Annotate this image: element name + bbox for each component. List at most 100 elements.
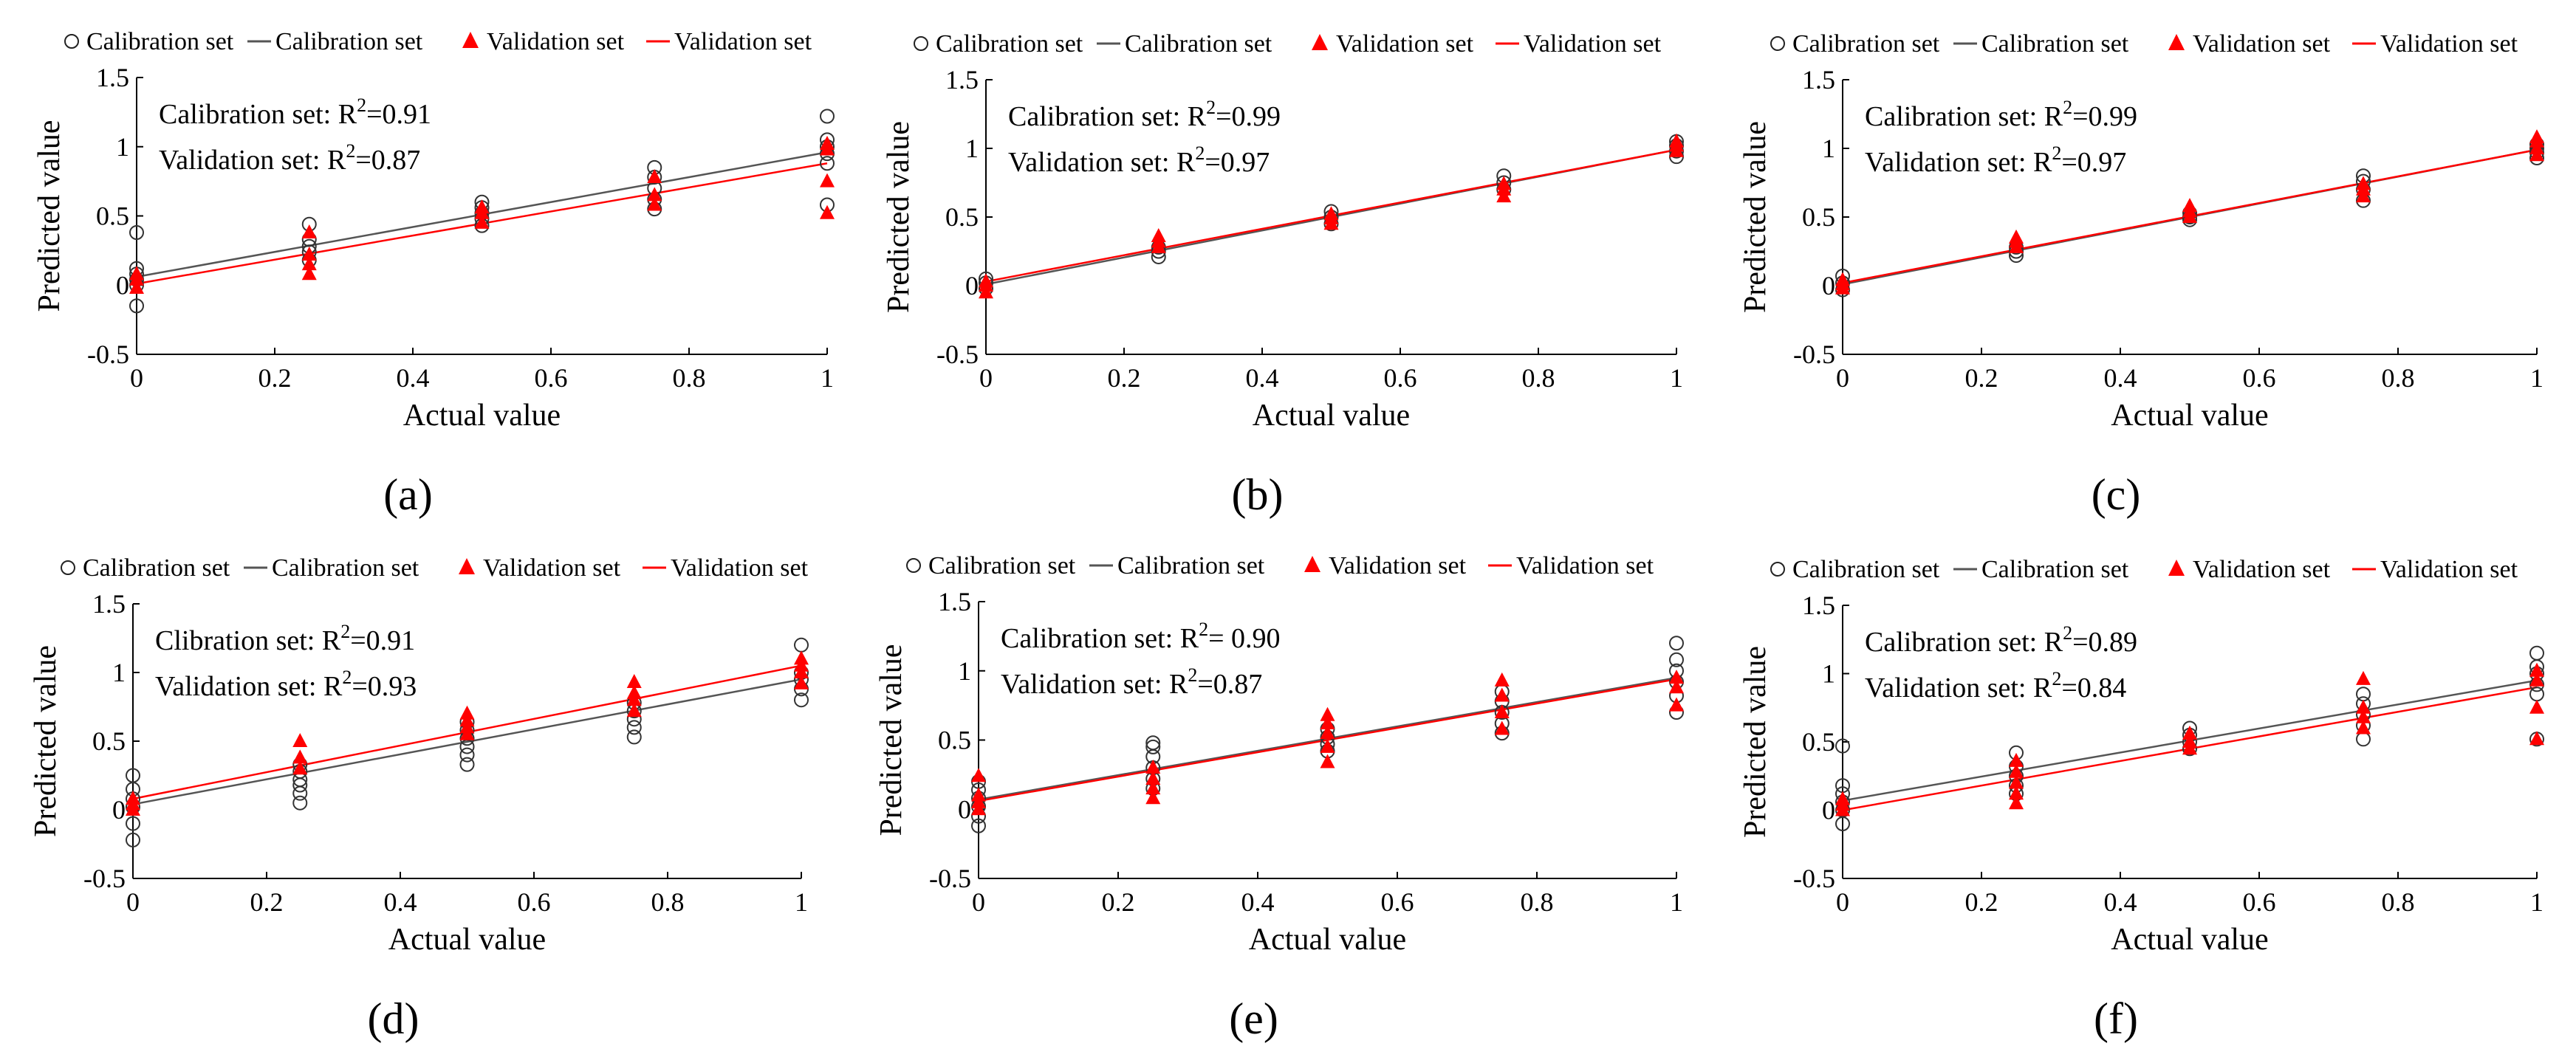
panel-label: (e) (1229, 994, 1278, 1043)
x-tick-label: 0.8 (2382, 363, 2415, 393)
annotation-prefix: Validation set: R (1865, 147, 2052, 178)
r2-annotation: Clibration set: R2=0.91 (155, 621, 415, 656)
legend-label: Calibration set (1117, 552, 1265, 579)
r2-annotation: Calibration set: R2=0.99 (1865, 97, 2137, 132)
y-tick-label: 1 (1822, 659, 1835, 689)
validation-point (301, 224, 317, 238)
y-axis-label: Predicted value (32, 120, 66, 312)
x-tick-label: 0.8 (673, 363, 706, 393)
validation-point (1494, 720, 1510, 735)
x-tick-label: 0.8 (1521, 887, 1554, 917)
y-tick-label: 1 (112, 658, 126, 687)
legend: Calibration set Calibration set Validation… (61, 554, 809, 582)
calibration-point (129, 298, 144, 314)
annotation-superscript: 2 (2052, 142, 2061, 164)
calibration-point (459, 757, 475, 772)
annotation-superscript: 2 (1195, 142, 1205, 164)
validation-point (820, 136, 835, 150)
r2-annotation: Calibration set: R2=0.89 (1865, 622, 2137, 658)
annotation-value: =0.84 (2061, 672, 2126, 703)
legend-label: Validation set (487, 28, 625, 55)
validation-point (2529, 672, 2544, 687)
calibration-point (1835, 738, 1850, 754)
x-tick-label: 1 (795, 887, 808, 917)
legend-label: Validation set (1329, 552, 1467, 579)
legend-triangle-marker (2168, 560, 2185, 576)
validation-point (292, 760, 308, 775)
legend-circle-marker (906, 558, 921, 573)
validation-point (129, 266, 144, 281)
validation-point (2356, 720, 2371, 735)
calibration-point (820, 109, 835, 124)
x-tick-label: 0.4 (1241, 887, 1275, 917)
r2-annotation: Validation set: R2=0.87 (1001, 664, 1262, 700)
validation-point (1494, 672, 1510, 687)
x-tick-label: 0.6 (535, 363, 568, 393)
legend-label: Validation set (2380, 556, 2518, 583)
x-tick-label: 0.6 (2243, 887, 2276, 917)
x-tick-label: 1 (2530, 887, 2544, 917)
y-tick-label: -0.5 (1793, 864, 1835, 893)
legend-label: Calibration set (928, 552, 1076, 579)
y-tick-label: 0.5 (96, 202, 129, 231)
legend-label: Calibration set (1792, 556, 1940, 583)
annotation-prefix: Calibration set: R (159, 99, 357, 130)
y-tick-label: 0 (965, 271, 979, 300)
legend: Calibration set Calibration set Validation… (914, 30, 1662, 58)
r2-annotation: Calibration set: R2=0.99 (1008, 97, 1281, 132)
x-tick-label: 1 (1670, 363, 1683, 393)
legend-label: Calibration set (1981, 556, 2129, 583)
y-axis-label: Predicted value (1739, 646, 1772, 838)
x-tick-label: 0.4 (1246, 363, 1279, 393)
x-tick-label: 0.4 (2104, 887, 2137, 917)
x-tick-label: 0 (972, 887, 985, 917)
legend-label: Validation set (2193, 556, 2331, 583)
y-tick-label: 1.5 (938, 587, 971, 616)
legend-label: Validation set (671, 554, 809, 582)
validation-point (1320, 706, 1335, 721)
y-tick-label: 0.5 (938, 726, 971, 755)
validation-point (971, 768, 986, 782)
y-axis-label: Predicted value (882, 121, 916, 313)
validation-point (301, 266, 317, 281)
validation-point (626, 703, 642, 718)
validation-point (301, 256, 317, 271)
y-tick-label: -0.5 (1793, 340, 1835, 369)
legend-label: Calibration set (1981, 30, 2129, 58)
y-tick-label: 1.5 (1802, 65, 1835, 94)
calibration-point (459, 747, 475, 763)
annotation-superscript: 2 (357, 94, 366, 116)
x-tick-label: 1 (2530, 363, 2544, 393)
validation-point (2182, 725, 2197, 740)
x-tick-label: 0.2 (250, 887, 284, 917)
annotation-value: =0.87 (1197, 669, 1262, 700)
calibration-point (129, 225, 144, 240)
validation-point (2182, 198, 2197, 213)
annotation-value: =0.91 (350, 625, 415, 656)
validation-point (129, 280, 144, 294)
y-tick-label: -0.5 (929, 864, 971, 893)
y-tick-label: 1 (958, 656, 971, 686)
y-tick-label: -0.5 (87, 340, 129, 369)
calibration-point (126, 768, 140, 783)
annotation-superscript: 2 (1188, 664, 1197, 686)
y-tick-label: -0.5 (83, 864, 126, 893)
r2-annotation: Calibration set: R2=0.91 (159, 94, 431, 130)
x-tick-label: 0.2 (258, 363, 292, 393)
validation-point (2009, 795, 2024, 810)
validation-point (971, 787, 986, 802)
r2-annotation: Validation set: R2=0.87 (159, 140, 420, 176)
validation-point (2009, 752, 2024, 767)
annotation-prefix: Calibration set: R (1008, 101, 1207, 132)
r2-annotation: Validation set: R2=0.84 (1865, 668, 2126, 703)
legend-label: Validation set (2380, 30, 2518, 58)
legend-label: Validation set (1336, 30, 1474, 58)
legend-label: Calibration set (83, 554, 230, 582)
x-tick-label: 0.6 (2243, 363, 2276, 393)
